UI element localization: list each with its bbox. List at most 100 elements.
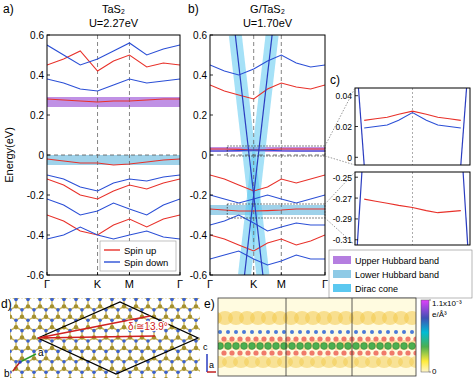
x-tick-label: M <box>125 278 134 290</box>
y-tick-label: -0.29 <box>333 214 353 224</box>
atom <box>62 360 66 364</box>
atom <box>146 298 150 301</box>
atom <box>325 350 330 355</box>
atom <box>74 360 78 364</box>
atom <box>74 304 78 308</box>
y-tick-label: 0.6 <box>30 30 44 41</box>
atom <box>313 343 320 350</box>
atom <box>122 325 126 329</box>
atom <box>250 330 254 334</box>
y-tick-label: -0.2 <box>190 190 208 201</box>
atom <box>110 318 114 322</box>
band-line <box>47 79 180 91</box>
y-tick <box>355 198 358 199</box>
atom <box>158 339 162 343</box>
atom <box>10 356 12 360</box>
band-line <box>47 199 180 215</box>
atom <box>405 350 410 355</box>
atom <box>158 304 162 308</box>
colorbar-tick-label: 1.1x10⁻³ <box>432 299 462 308</box>
band-legend-label: Dirac cone <box>355 284 398 294</box>
angle-line <box>38 336 155 338</box>
atom <box>14 304 18 308</box>
atom <box>314 330 318 334</box>
atom <box>361 343 368 350</box>
colorbar-tick <box>429 300 431 301</box>
dirac-line <box>357 172 362 245</box>
atom <box>74 339 78 343</box>
atom <box>152 298 156 299</box>
atom <box>26 346 30 350</box>
x-tick <box>210 272 211 275</box>
atom <box>378 330 382 334</box>
atom <box>20 308 24 312</box>
legend-label: Spin up <box>124 245 156 256</box>
atom <box>369 343 376 350</box>
atom <box>128 298 132 299</box>
atom <box>164 377 168 378</box>
atom <box>325 336 330 341</box>
atom <box>200 298 201 299</box>
atom <box>277 350 282 355</box>
atom <box>333 350 338 355</box>
atom <box>405 336 410 341</box>
atom <box>188 335 192 339</box>
band-line <box>210 149 325 150</box>
atom <box>188 377 192 378</box>
atom <box>385 343 392 350</box>
atom <box>26 318 30 322</box>
hubbard-region <box>47 155 180 165</box>
atom <box>258 330 262 334</box>
atom <box>80 308 84 312</box>
atom <box>182 339 186 343</box>
atom <box>68 377 72 378</box>
atom <box>26 325 30 329</box>
atom <box>38 325 42 329</box>
atom <box>92 377 96 378</box>
plot-frame <box>355 172 470 245</box>
atom <box>225 343 232 350</box>
atom <box>389 336 394 341</box>
atom <box>62 367 66 371</box>
atom <box>98 360 102 364</box>
band-legend-label: Upper Hubbard band <box>355 256 439 266</box>
atom <box>152 308 156 312</box>
atom <box>10 329 12 333</box>
atom <box>182 346 186 350</box>
atom <box>68 308 72 312</box>
fermi-level <box>210 155 325 156</box>
atom <box>397 336 402 341</box>
atom <box>122 339 126 343</box>
atom <box>321 343 328 350</box>
atom <box>322 330 326 334</box>
legend-label: Spin down <box>124 257 168 268</box>
atom <box>170 304 174 308</box>
x-tick-label: Γ <box>44 278 50 290</box>
atom <box>10 350 12 354</box>
dirac-line <box>358 88 364 165</box>
x-tick-label: M <box>277 278 286 290</box>
atom <box>26 304 30 308</box>
zoom-connector <box>325 172 355 204</box>
y-tick <box>355 177 358 178</box>
atom <box>38 360 42 364</box>
band-legend-swatch <box>333 270 351 278</box>
figure: -0.6-0.4-0.200.20.40.6ΓKMΓTaS₂U=2.27eVa)… <box>0 0 474 380</box>
atom <box>410 330 414 334</box>
atom <box>194 360 198 364</box>
y-tick <box>355 239 358 240</box>
atom <box>44 308 48 312</box>
atom <box>146 367 150 371</box>
band-line <box>47 43 180 65</box>
atom <box>68 370 72 374</box>
atom <box>134 360 138 364</box>
kpoint-line <box>129 35 130 275</box>
atom <box>241 343 248 350</box>
atom <box>32 308 36 312</box>
atom <box>50 318 54 322</box>
atom <box>26 360 30 364</box>
atom <box>56 308 60 312</box>
legend: Spin upSpin down <box>100 241 176 271</box>
atom <box>164 298 168 299</box>
chart-title: G/TaS₂ <box>250 3 285 15</box>
